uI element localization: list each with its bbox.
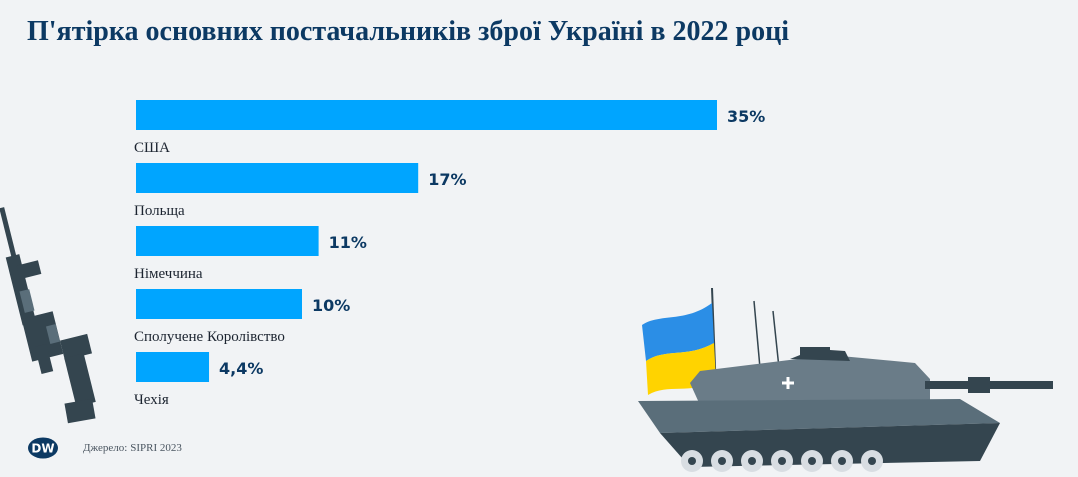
category-label-0: США [134, 140, 170, 156]
source-value: SIPRI 2023 [130, 442, 182, 454]
value-label-2: 11% [329, 233, 367, 252]
bar-2 [136, 226, 319, 256]
dw-logo-icon: DW [28, 437, 58, 459]
category-label-4: Чехія [134, 392, 169, 408]
tank-icon [638, 287, 1053, 472]
value-label-3: 10% [312, 296, 350, 315]
category-label-3: Сполучене Королівство [134, 329, 285, 345]
chart-title: П'ятірка основних постачальників зброї У… [27, 16, 790, 47]
category-label-1: Польща [134, 203, 185, 219]
rifle-icon [0, 207, 96, 424]
source-label: Джерело: [83, 442, 128, 454]
value-label-4: 4,4% [219, 359, 263, 378]
source-note: Джерело: SIPRI 2023 [83, 442, 185, 454]
bar-1 [136, 163, 419, 193]
category-label-2: Німеччина [134, 266, 203, 282]
logo-text: DW [31, 442, 54, 456]
value-label-1: 17% [428, 170, 466, 189]
value-label-0: 35% [727, 107, 765, 126]
bar-3 [136, 289, 302, 319]
bar-4 [136, 352, 210, 382]
bar-0 [136, 100, 717, 130]
